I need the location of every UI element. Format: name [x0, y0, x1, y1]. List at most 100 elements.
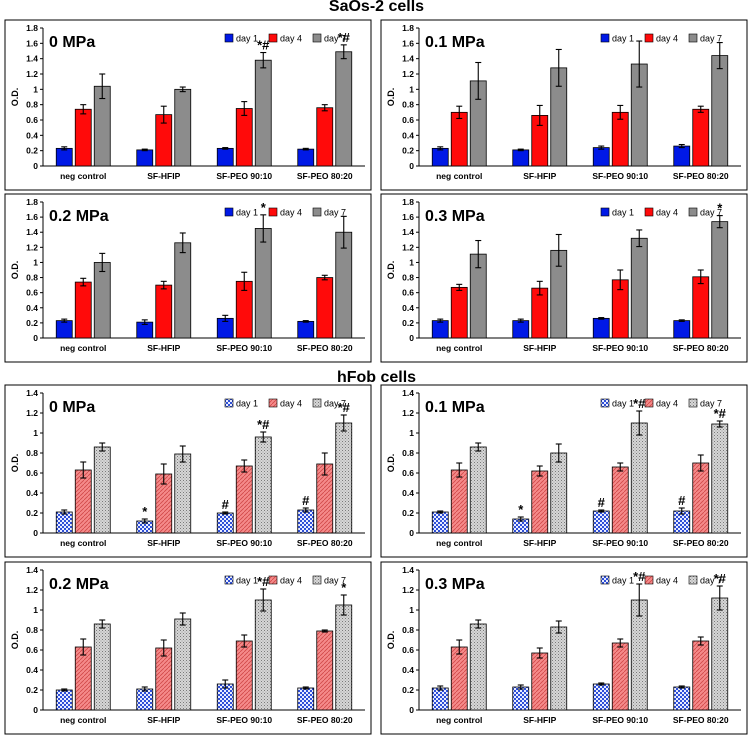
legend-label: day 7: [700, 576, 722, 586]
y-tick-label: 1.4: [402, 388, 414, 398]
bar-day-1: [592, 317, 610, 339]
chart-panel-1: 0 0.2 0.4 0.6 0.8 1 1.2 1.4 1.6 1.8 O.D. 0 MPa neg c…: [4, 19, 372, 191]
y-tick-label: 1.2: [26, 242, 38, 252]
y-tick-label: 0.4: [26, 488, 38, 498]
x-tick-label: SF-PEO 80:20: [673, 715, 729, 725]
panel-title: 0.2 MPa: [49, 576, 109, 593]
y-tick-label: 0.6: [402, 115, 414, 125]
bar-day-4: [316, 107, 334, 167]
legend-swatch: [268, 575, 278, 585]
x-tick-label: SF-PEO 80:20: [297, 171, 353, 181]
y-tick-label: 1.2: [26, 408, 38, 418]
bar-day-4: [450, 469, 468, 534]
bar-day-1: [673, 320, 691, 339]
y-tick-label: 0.8: [402, 625, 414, 635]
bar-day-1: [431, 147, 449, 167]
y-axis-label: O.D.: [10, 631, 20, 650]
y-tick-label: 0: [409, 528, 414, 538]
y-tick-label: 0.6: [26, 468, 38, 478]
bar-day-4: [450, 111, 468, 167]
x-tick-label: neg control: [436, 538, 482, 548]
bar-day-1: [673, 145, 691, 167]
bar-day-1: [136, 688, 154, 711]
bar-day-1: [512, 686, 530, 711]
bar-day-7: [711, 221, 729, 339]
legend-label: day 1: [236, 399, 258, 409]
bar-day-1: [297, 148, 315, 167]
y-tick-label: 1: [33, 428, 38, 438]
bar-day-4: [692, 276, 710, 339]
y-tick-label: 0.8: [402, 273, 414, 283]
legend-label: day 1: [612, 208, 634, 218]
legend-label: day 7: [324, 576, 346, 586]
y-tick-label: 1.4: [26, 388, 38, 398]
x-tick-label: SF-PEO 90:10: [216, 538, 272, 548]
x-tick-label: SF-HFIP: [523, 171, 556, 181]
significance-mark: *#: [257, 417, 270, 432]
bar-day-4: [316, 277, 334, 339]
bar-day-1: [216, 512, 234, 534]
legend-swatch: [600, 207, 610, 217]
legend-label: day 7: [324, 399, 346, 409]
y-tick-label: 1.8: [402, 23, 414, 33]
significance-mark: #: [222, 497, 230, 512]
y-tick-label: 0: [33, 705, 38, 715]
y-tick-label: 0.8: [402, 100, 414, 110]
y-axis-label: O.D.: [386, 88, 396, 107]
significance-mark: *#: [257, 574, 270, 589]
x-tick-label: SF-PEO 80:20: [297, 343, 353, 353]
bar-day-7: [174, 242, 192, 339]
x-tick-label: SF-HFIP: [147, 171, 180, 181]
x-tick-label: SF-PEO 80:20: [673, 343, 729, 353]
legend-label: day 4: [280, 208, 302, 218]
bar-day-1: [297, 687, 315, 711]
x-tick-label: SF-PEO 90:10: [592, 343, 648, 353]
significance-mark: *: [261, 200, 267, 215]
bar-day-4: [450, 286, 468, 339]
bar-day-4: [531, 470, 549, 534]
x-tick-label: SF-HFIP: [147, 343, 180, 353]
y-tick-label: 1: [33, 84, 38, 94]
bar-day-7: [174, 88, 192, 167]
chart-panel-8: 0 0.2 0.4 0.6 0.8 1 1.2 1.4 O.D. 0.3 MPa neg contr…: [380, 561, 748, 735]
bar-day-1: [431, 687, 449, 711]
y-tick-label: 1.4: [26, 54, 38, 64]
bar-day-4: [611, 466, 629, 534]
significance-mark: *#: [257, 38, 270, 53]
legend-label: day 1: [612, 34, 634, 44]
bar-day-7: [550, 452, 568, 534]
legend-swatch: [600, 398, 610, 408]
legend-swatch: [312, 575, 322, 585]
legend-swatch: [688, 33, 698, 43]
legend-label: day 7: [700, 208, 722, 218]
chart-panel-3: 0 0.2 0.4 0.6 0.8 1 1.2 1.4 1.6 1.8 O.D. 0.2 MPa neg…: [4, 193, 372, 363]
x-tick-label: SF-PEO 90:10: [592, 171, 648, 181]
y-tick-label: 1.2: [26, 69, 38, 79]
legend-swatch: [312, 398, 322, 408]
bar-day-1: [55, 320, 73, 339]
panel-title: 0.3 MPa: [425, 576, 485, 593]
y-tick-label: 0.2: [26, 146, 38, 156]
legend-swatch: [224, 33, 234, 43]
bar-day-4: [74, 469, 92, 534]
bar-day-4: [531, 287, 549, 339]
bar-day-1: [431, 320, 449, 339]
y-tick-label: 1.4: [402, 565, 414, 575]
y-tick-label: 1.2: [26, 585, 38, 595]
bar-day-7: [550, 626, 568, 711]
legend-swatch: [688, 575, 698, 585]
legend-swatch: [312, 33, 322, 43]
x-tick-label: neg control: [436, 343, 482, 353]
bar-day-7: [469, 446, 487, 534]
bar-day-4: [235, 640, 253, 711]
x-tick-label: SF-PEO 90:10: [216, 343, 272, 353]
y-axis-label: O.D.: [10, 454, 20, 473]
significance-mark: *: [518, 502, 524, 517]
chart-panel-5: 0 0.2 0.4 0.6 0.8 1 1.2 1.4 O.D. 0 MPa neg control…: [4, 384, 372, 558]
x-tick-label: SF-PEO 90:10: [216, 715, 272, 725]
y-tick-label: 0.4: [26, 665, 38, 675]
y-tick-label: 0.2: [26, 318, 38, 328]
panel-title: 0.3 MPa: [425, 208, 485, 225]
legend-swatch: [688, 207, 698, 217]
